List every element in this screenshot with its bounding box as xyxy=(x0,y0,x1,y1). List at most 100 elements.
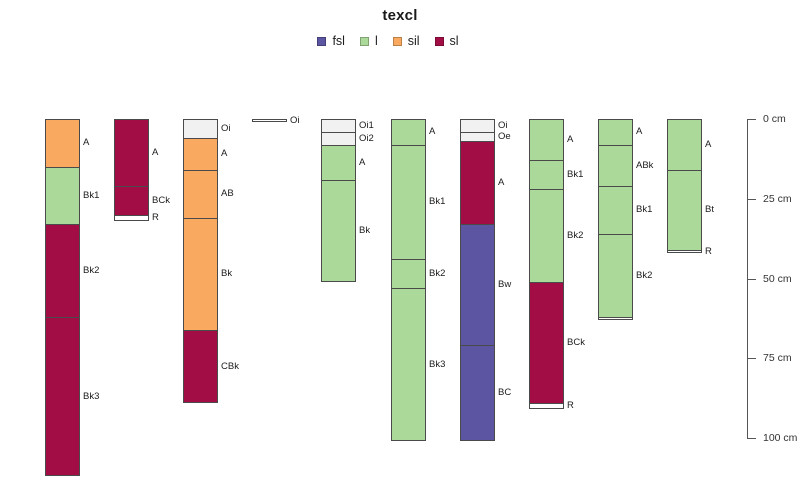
soil-horizon xyxy=(45,167,80,224)
legend-item: l xyxy=(359,34,378,48)
horizon-label: A xyxy=(83,137,90,148)
soil-horizon xyxy=(321,119,356,132)
depth-tick xyxy=(747,279,756,280)
horizon-label: Oi1 xyxy=(359,120,374,131)
horizon-label: Bt xyxy=(705,204,714,215)
horizon-label: A xyxy=(221,148,228,159)
soil-horizon xyxy=(667,250,702,253)
horizon-label: BC xyxy=(498,387,512,398)
legend-item: sl xyxy=(434,34,459,48)
soil-horizon xyxy=(45,224,80,317)
soil-horizon xyxy=(183,170,218,218)
soil-horizon xyxy=(114,215,149,221)
horizon-label: BCk xyxy=(567,337,585,348)
depth-tick xyxy=(747,358,756,359)
horizon-label: Bk3 xyxy=(83,391,100,402)
soil-horizon xyxy=(529,160,564,189)
horizon-label: R xyxy=(152,212,159,223)
horizon-label: Bk2 xyxy=(83,265,100,276)
chart-legend: fsl l sil sl xyxy=(0,33,788,49)
horizon-label: Bk1 xyxy=(83,190,100,201)
depth-tick-label: 0 cm xyxy=(763,113,786,125)
horizon-label: A xyxy=(636,126,643,137)
horizon-label: Bw xyxy=(498,279,512,290)
horizon-label: AB xyxy=(221,188,234,199)
soil-horizon xyxy=(598,186,633,234)
horizon-label: Oi xyxy=(498,120,508,131)
soil-horizon xyxy=(529,189,564,282)
soil-horizon xyxy=(529,119,564,160)
soil-horizon xyxy=(529,282,564,403)
horizon-label: A xyxy=(429,126,436,137)
soil-horizon xyxy=(391,259,426,288)
soil-horizon xyxy=(598,145,633,186)
depth-tick-label: 25 cm xyxy=(763,193,792,205)
soil-horizon xyxy=(321,132,356,145)
depth-tick-label: 100 cm xyxy=(763,432,798,444)
soil-horizon xyxy=(598,234,633,317)
horizon-label: Oe xyxy=(498,131,511,142)
horizon-label: R xyxy=(567,400,574,411)
horizon-label: A xyxy=(567,134,574,145)
horizon-label: Bk1 xyxy=(429,196,446,207)
legend-label: fsl xyxy=(332,34,345,48)
legend-label: l xyxy=(374,34,378,48)
soil-horizon xyxy=(460,345,495,441)
soil-horizon xyxy=(183,330,218,403)
depth-tick xyxy=(747,199,756,200)
soil-horizon xyxy=(460,119,495,132)
horizon-label: CBk xyxy=(221,361,239,372)
horizon-label: Oi xyxy=(290,115,300,126)
soil-horizon xyxy=(529,403,564,409)
horizon-label: BCk xyxy=(152,195,170,206)
soil-horizon xyxy=(667,170,702,250)
horizon-label: Bk1 xyxy=(636,204,653,215)
legend-item: fsl xyxy=(317,34,345,48)
soil-horizon xyxy=(183,138,218,170)
soil-horizon xyxy=(45,119,80,167)
legend-label: sl xyxy=(449,34,459,48)
soil-horizon xyxy=(598,317,633,320)
depth-tick xyxy=(747,438,756,439)
soil-horizon xyxy=(183,218,218,330)
soil-horizon xyxy=(321,145,356,180)
legend-item: sil xyxy=(392,34,420,48)
legend-swatch xyxy=(359,36,369,46)
soil-horizon xyxy=(598,119,633,145)
horizon-label: Bk xyxy=(359,225,371,236)
horizon-label: Bk2 xyxy=(636,270,653,281)
horizon-label: Bk xyxy=(221,268,233,279)
horizon-label: R xyxy=(705,246,712,257)
soil-horizon xyxy=(252,119,287,122)
soil-horizon xyxy=(114,186,149,215)
depth-tick-label: 50 cm xyxy=(763,273,792,285)
legend-swatch xyxy=(317,36,327,46)
legend-swatch xyxy=(392,36,402,46)
soil-horizon xyxy=(391,119,426,145)
horizon-label: A xyxy=(705,139,712,150)
horizon-label: A xyxy=(359,157,366,168)
depth-axis-line xyxy=(747,119,748,438)
horizon-label: Bk1 xyxy=(567,169,584,180)
horizon-label: Bk2 xyxy=(429,268,446,279)
horizon-label: Bk3 xyxy=(429,359,446,370)
soil-horizon xyxy=(391,145,426,259)
depth-tick-label: 75 cm xyxy=(763,352,792,364)
legend-swatch xyxy=(434,36,444,46)
soil-horizon xyxy=(667,119,702,170)
horizon-label: Bk2 xyxy=(567,230,584,241)
soil-horizon xyxy=(460,224,495,345)
legend-label: sil xyxy=(407,34,420,48)
soil-horizon xyxy=(114,119,149,186)
horizon-label: Oi xyxy=(221,123,231,134)
depth-tick xyxy=(747,119,756,120)
horizon-label: A xyxy=(498,177,505,188)
soil-horizon xyxy=(321,180,356,282)
soil-horizon xyxy=(391,288,426,441)
horizon-label: Oi2 xyxy=(359,133,374,144)
soil-horizon xyxy=(460,132,495,141)
soil-horizon xyxy=(45,317,80,476)
horizon-label: A xyxy=(152,147,159,158)
soil-horizon xyxy=(183,119,218,138)
